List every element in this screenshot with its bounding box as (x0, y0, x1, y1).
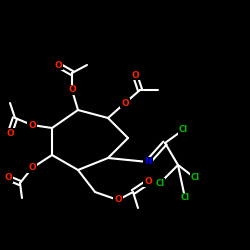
Text: O: O (114, 196, 122, 204)
Text: O: O (28, 120, 36, 130)
Text: O: O (144, 178, 152, 186)
Text: O: O (54, 60, 62, 70)
Text: O: O (6, 128, 14, 138)
Text: Cl: Cl (178, 126, 188, 134)
Text: O: O (131, 70, 139, 80)
Text: O: O (121, 98, 129, 108)
Text: Cl: Cl (190, 174, 200, 182)
Text: O: O (28, 164, 36, 172)
Text: Cl: Cl (180, 194, 190, 202)
Text: Cl: Cl (156, 178, 164, 188)
Text: O: O (4, 174, 12, 182)
Text: O: O (68, 86, 76, 94)
Text: N: N (144, 158, 152, 166)
